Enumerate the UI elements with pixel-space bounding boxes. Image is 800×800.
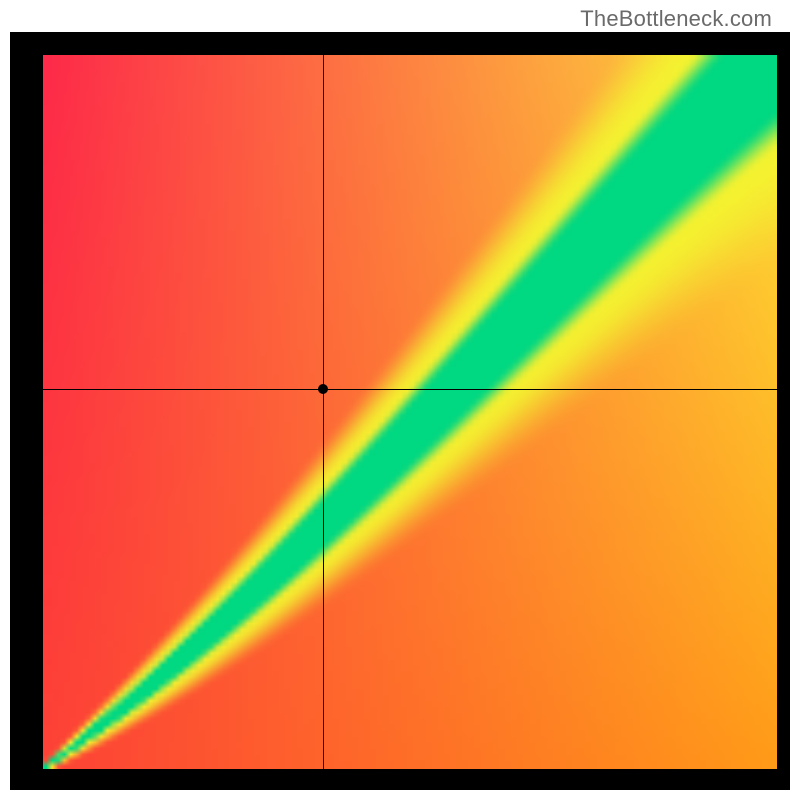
heatmap-plot (43, 55, 777, 769)
watermark-label: TheBottleneck.com (580, 6, 772, 32)
plot-outer-border (10, 32, 790, 790)
crosshair-marker (318, 384, 328, 394)
crosshair-horizontal (43, 389, 777, 390)
crosshair-vertical (323, 55, 324, 769)
heatmap-canvas (43, 55, 777, 769)
